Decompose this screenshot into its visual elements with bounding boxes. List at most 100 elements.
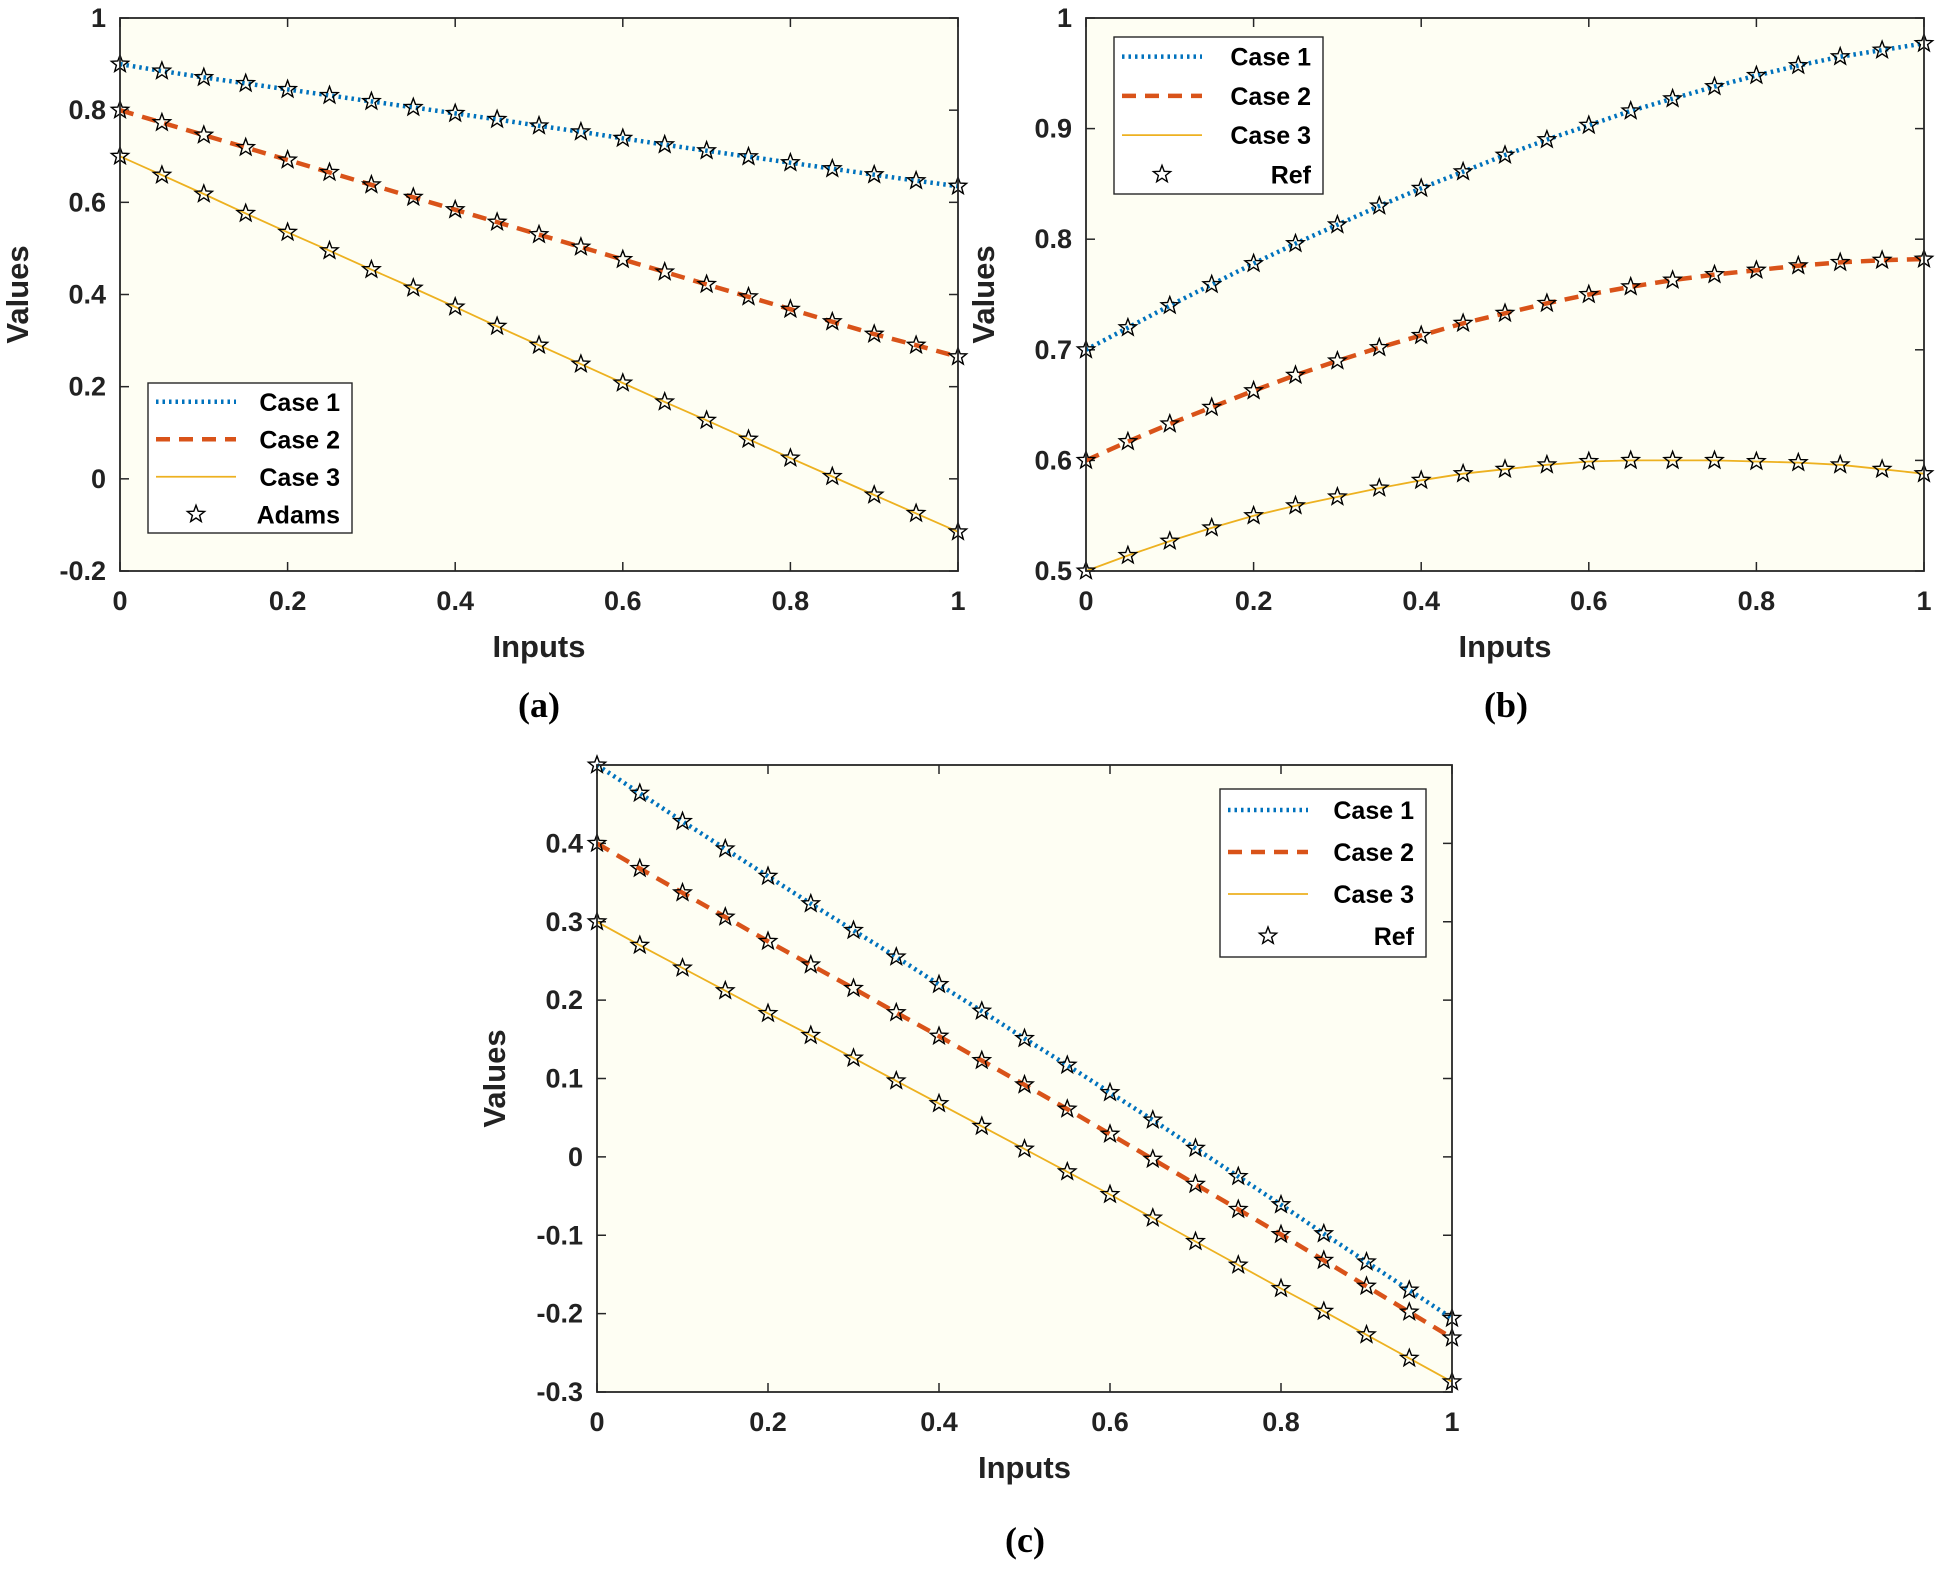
y-tick-label: 0 (568, 1142, 583, 1172)
marker-adams-point (738, 428, 759, 449)
marker-ref-point (1270, 1223, 1292, 1244)
marker-ref-point (1578, 450, 1600, 471)
legend-swatch-adams (185, 503, 207, 524)
marker-ref-point (928, 1025, 950, 1046)
marker-adams-point (444, 102, 466, 123)
marker-ref-point (1368, 477, 1390, 497)
series-line-case-2 (119, 108, 959, 359)
y-tick-label: 0.4 (68, 280, 106, 310)
marker-ref-point (842, 919, 865, 940)
marker-adams-point (654, 260, 676, 281)
marker-ref-point (1829, 45, 1851, 66)
marker-ref-point (928, 973, 950, 994)
marker-adams-point (905, 169, 927, 190)
marker-ref-point (1452, 312, 1474, 333)
marker-ref-point (1368, 194, 1390, 215)
marker-ref-point (629, 782, 651, 803)
y-axis-label: Values (966, 245, 1001, 343)
marker-adams-point (696, 273, 718, 294)
marker-ref-point (1099, 1081, 1121, 1102)
marker-adams-point (528, 114, 550, 135)
y-tick-label: 0.4 (545, 828, 583, 858)
marker-ref-point (1871, 249, 1893, 270)
marker-adams-point (193, 182, 215, 203)
marker-adams-point (821, 465, 843, 486)
marker-ref-point (1620, 99, 1642, 120)
y-tick-label: -0.2 (536, 1299, 583, 1329)
marker-ref-point (885, 1069, 907, 1090)
x-tick-label: 0.4 (1402, 586, 1440, 616)
y-tick-label: 0.1 (545, 1064, 583, 1094)
marker-adams-point (696, 409, 718, 430)
axes-box (596, 764, 1453, 1393)
marker-ref-point (1578, 114, 1600, 135)
marker-ref-point (1056, 1054, 1078, 1075)
marker-adams-point (151, 111, 173, 132)
marker-ref-point (1201, 516, 1223, 537)
marker-ref-point (1184, 1137, 1207, 1158)
x-tick-label: 0.2 (1235, 586, 1273, 616)
marker-ref-point (1829, 453, 1851, 474)
marker-ref-point (1410, 177, 1432, 198)
marker-adams-point (360, 258, 382, 279)
marker-ref-point (1494, 302, 1516, 323)
marker-ref-point (1787, 54, 1809, 75)
y-tick-label: 0 (91, 464, 106, 494)
x-tick-label: 0.4 (436, 586, 474, 616)
marker-ref-point (1787, 451, 1809, 472)
marker-ref-point (1829, 251, 1851, 272)
legend-label: Case 2 (1230, 83, 1311, 111)
marker-ref-point (1227, 1254, 1249, 1274)
marker-ref-point (1313, 1249, 1335, 1270)
x-tick-label: 1 (950, 586, 965, 616)
marker-ref-point (885, 946, 907, 966)
marker-ref-point (1227, 1198, 1249, 1219)
marker-ref-point (1159, 530, 1181, 551)
marker-ref-point (1356, 1323, 1377, 1344)
marker-adams-point (528, 223, 550, 244)
marker-adams-point (444, 295, 466, 316)
marker-ref-point (1313, 1222, 1335, 1243)
marker-ref-point (1536, 453, 1558, 474)
marker-adams-point (863, 483, 885, 504)
legend: Case 1 Case 2 Case 3 Ref (1113, 36, 1324, 195)
marker-ref-point (1142, 1207, 1164, 1227)
marker-adams-point (402, 186, 424, 207)
marker-ref-point (1356, 1250, 1377, 1271)
y-tick-label: -0.3 (536, 1377, 583, 1407)
marker-ref-point (1745, 450, 1767, 471)
series-line-case-3 (1085, 459, 1925, 572)
marker-adams-point (612, 248, 634, 269)
marker-ref-point (1284, 232, 1307, 253)
legend-swatch-ref (1257, 924, 1279, 945)
marker-adams-point (402, 276, 424, 297)
marker-ref-point (1704, 449, 1725, 470)
y-tick-label: -0.1 (536, 1220, 583, 1250)
marker-ref-point (1326, 485, 1348, 506)
y-tick-label: 0.6 (68, 187, 106, 217)
marker-ref-point (1270, 1277, 1292, 1298)
marker-ref-point (714, 979, 736, 1000)
chart-panel-a: 0 0.2 0.4 0.6 0.8 1-0.200.20.40.60.81InputsVa… (0, 3, 969, 725)
x-axis-label: Inputs (493, 629, 586, 664)
y-axis-label: Values (477, 1029, 512, 1127)
marker-ref-point (1013, 1137, 1036, 1158)
marker-ref-point (671, 881, 694, 902)
marker-ref-point (1745, 64, 1767, 85)
marker-ref-point (885, 1001, 907, 1022)
marker-adams-point (779, 151, 801, 172)
x-tick-label: 0 (112, 586, 127, 616)
legend-label: Case 2 (259, 426, 340, 454)
marker-adams-point (863, 323, 885, 344)
marker-ref-point (842, 977, 865, 998)
legend-box (1113, 36, 1324, 195)
marker-adams-point (486, 211, 508, 232)
marker-ref-point (1142, 1109, 1164, 1129)
marker-ref-point (1159, 294, 1181, 315)
marker-ref-point (1494, 144, 1516, 165)
marker-ref-point (1578, 283, 1600, 304)
marker-ref-point (1398, 1279, 1420, 1300)
y-tick-label: 0.9 (1034, 114, 1072, 144)
x-axis-label: Inputs (1459, 629, 1552, 664)
